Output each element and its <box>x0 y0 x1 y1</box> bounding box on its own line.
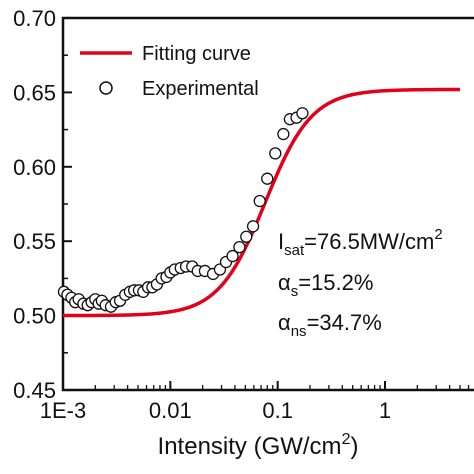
y-axis-ticks: 0.45 0.50 0.55 0.60 0.65 0.70 <box>13 6 72 403</box>
y-tick-label-4: 0.65 <box>13 80 56 105</box>
legend: Fitting curve Experimental <box>80 43 259 100</box>
annotation-alpha-s: αs=15.2% <box>278 270 373 300</box>
legend-exp-label: Experimental <box>142 78 259 100</box>
fit-annotation: Isat=76.5MW/cm2 αs=15.2% αns=34.7% <box>278 226 443 340</box>
experimental-point-37 <box>240 230 253 243</box>
experimental-point-41 <box>269 147 282 160</box>
x-tick-label-1: 0.01 <box>149 398 192 423</box>
experimental-point-36 <box>233 240 246 254</box>
experimental-point-39 <box>253 194 266 208</box>
legend-fit-label: Fitting curve <box>142 43 251 65</box>
x-tick-label-3: 1 <box>379 398 391 423</box>
experimental-point-45 <box>296 107 309 120</box>
x-axis-title: Intensity (GW/cm2) <box>158 431 359 460</box>
y-tick-label-1: 0.50 <box>13 304 56 329</box>
x-tick-label-0: 1E-3 <box>40 398 86 423</box>
experimental-points <box>57 107 309 313</box>
y-tick-label-2: 0.55 <box>13 229 56 254</box>
experimental-point-42 <box>277 127 290 141</box>
fitting-curve-line <box>63 87 461 318</box>
legend-exp-marker <box>99 81 113 95</box>
y-tick-label-0: 0.45 <box>13 378 56 403</box>
annotation-alpha-ns: αns=34.7% <box>278 310 382 340</box>
y-tick-label-5: 0.70 <box>13 6 56 31</box>
experimental-point-40 <box>261 172 274 185</box>
x-tick-label-2: 0.1 <box>262 398 293 423</box>
experimental-point-35 <box>226 249 239 263</box>
y-tick-label-3: 0.60 <box>13 155 56 180</box>
plot-frame <box>61 16 474 392</box>
annotation-isat: Isat=76.5MW/cm2 <box>278 226 443 259</box>
x-axis-ticks: 1E-3 0.01 0.1 1 <box>40 381 470 423</box>
experimental-point-38 <box>246 220 260 233</box>
